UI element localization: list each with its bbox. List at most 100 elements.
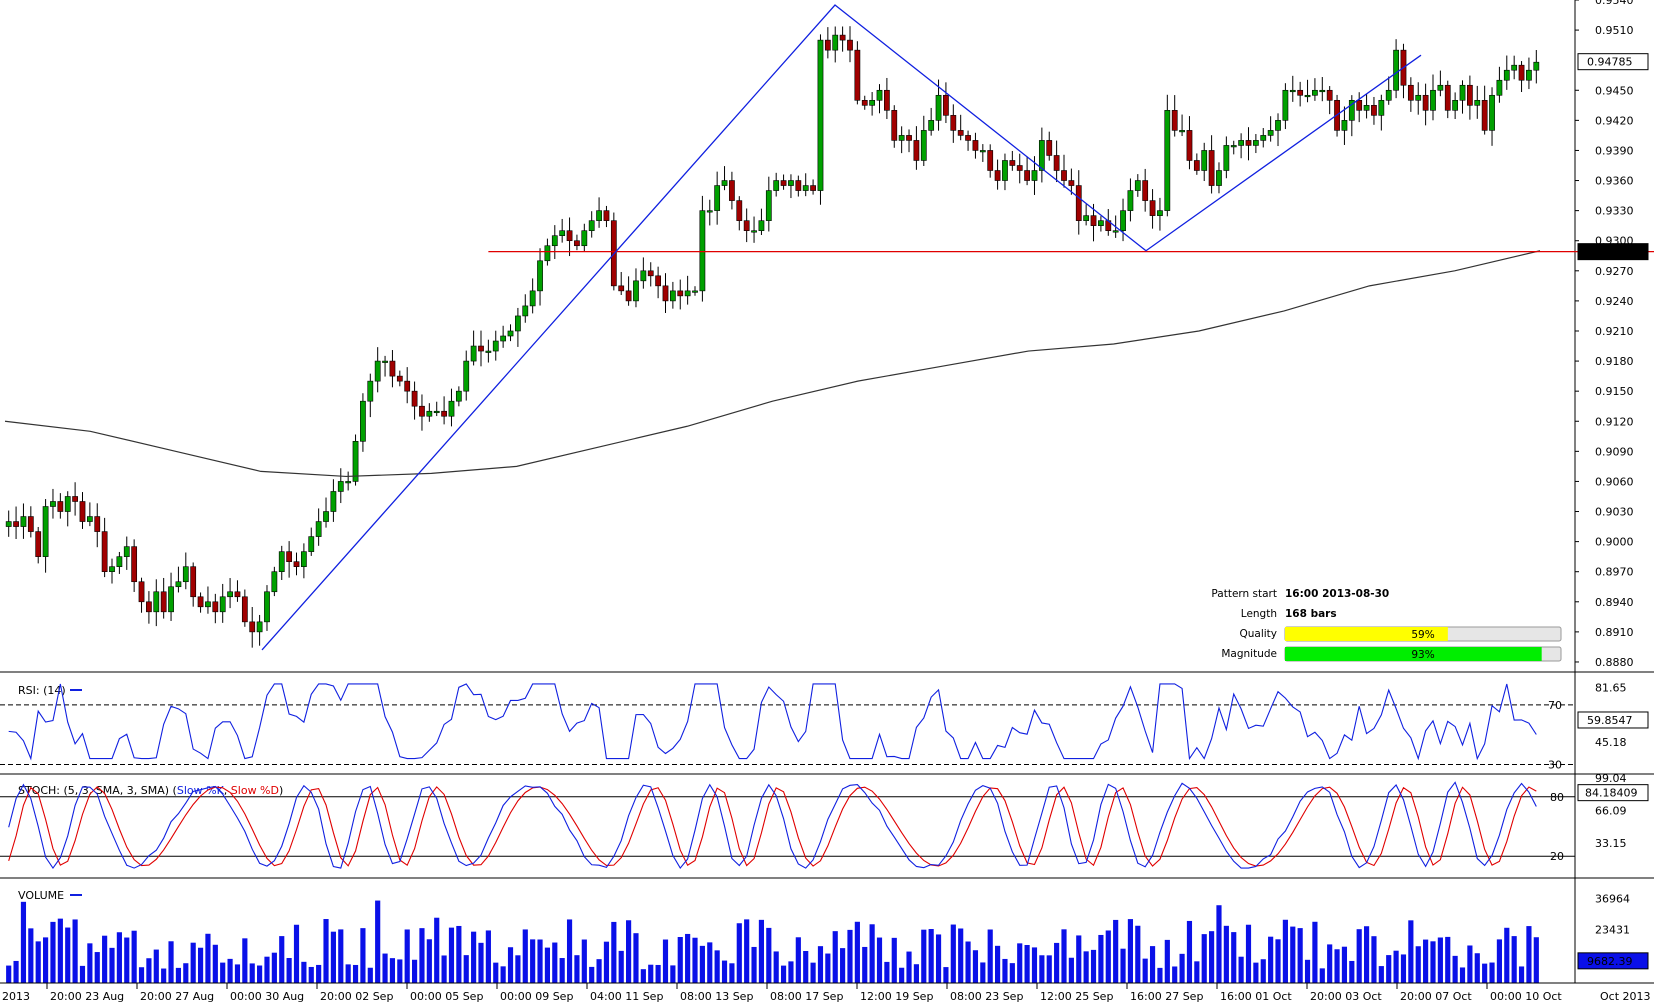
candle (1223, 136, 1230, 179)
volume-bar (1356, 929, 1362, 983)
volume-bar (1341, 946, 1348, 983)
volume-bar (257, 965, 263, 983)
candle (1518, 61, 1525, 93)
candle (854, 41, 861, 105)
candle (1157, 197, 1163, 231)
stoch-current-label: 84.18409 (1585, 787, 1638, 800)
pattern-polyline (261, 4, 1422, 651)
volume-bar (1179, 953, 1185, 983)
candle (330, 479, 337, 522)
volume-bar (958, 928, 964, 983)
info-label: Quality (1239, 628, 1277, 640)
stoch-tick-label: 66.09 (1595, 805, 1627, 818)
volume-bar (1445, 936, 1451, 983)
candle (972, 132, 979, 159)
volume-bar (360, 928, 366, 983)
volume-bar (1349, 960, 1355, 983)
volume-bar (1275, 939, 1281, 983)
candle (212, 593, 219, 624)
pattern-lines (261, 4, 1422, 651)
volume-bar (589, 966, 595, 983)
price-tick-label: 0.9240 (1595, 295, 1634, 308)
time-label: 08:00 23 Sep (950, 990, 1023, 1003)
volume-bar (773, 951, 779, 983)
candle-body (596, 210, 602, 221)
candle-body (27, 516, 34, 532)
candle (943, 82, 949, 124)
candle (227, 578, 233, 609)
candle (123, 536, 130, 570)
volume-bar (1474, 953, 1480, 983)
candle (1238, 133, 1245, 159)
candle (1407, 77, 1414, 112)
price-tick-label: 0.9540 (1595, 0, 1634, 7)
volume-bar (249, 963, 255, 983)
candle (1511, 55, 1518, 80)
candle-body (1312, 89, 1318, 96)
price-tick-label: 0.8910 (1595, 626, 1634, 639)
volume-label: VOLUME (18, 889, 64, 902)
candle (1363, 94, 1370, 119)
time-label: Oct 2013 (1600, 990, 1651, 1003)
candle-body (1046, 140, 1053, 156)
volume-bar (840, 948, 846, 983)
candle-body (839, 34, 846, 41)
volume-bar (1009, 963, 1015, 983)
candle-body (264, 591, 270, 623)
volume-bar (1437, 937, 1443, 983)
volume-bar (714, 950, 720, 983)
price-tick-label: 0.9150 (1595, 385, 1634, 398)
candle-body (404, 380, 411, 392)
quality-bar-fill (1285, 627, 1448, 641)
candle-body (20, 516, 27, 527)
candle (72, 482, 78, 516)
volume-bar (950, 924, 956, 983)
candle-body (920, 130, 927, 161)
candle-body (1061, 170, 1067, 181)
candle (1208, 135, 1215, 194)
volume-bar (788, 961, 794, 983)
volume-bar (847, 929, 853, 983)
volume-bar (109, 947, 115, 983)
stoch-label-k: Slow %K (177, 784, 225, 797)
candle-body (1193, 160, 1200, 171)
candle-body (1245, 140, 1252, 146)
volume-bar (367, 967, 373, 983)
stoch-label-d: Slow %D (231, 784, 279, 797)
volume-bar (995, 945, 1001, 983)
volume-bar (515, 955, 521, 983)
candle-body (640, 270, 647, 282)
rsi-tick-label: 45.18 (1595, 736, 1627, 749)
rsi-current-box (1577, 711, 1649, 729)
candle-body (500, 335, 507, 342)
candle-body (1437, 84, 1444, 91)
candle-body (1002, 160, 1008, 181)
candle-body (330, 491, 337, 512)
volume-bar (375, 900, 381, 983)
volume-bar (72, 919, 78, 983)
volume-bar (1068, 957, 1074, 983)
price-tick-label: 0.9360 (1595, 175, 1634, 188)
candle (574, 234, 580, 251)
candle (190, 562, 197, 607)
time-label: 20:00 27 Aug (140, 990, 214, 1003)
candle-body (1341, 120, 1348, 131)
candle-body (1238, 140, 1245, 146)
candle (116, 551, 123, 574)
volume-bar (94, 952, 100, 983)
candle (515, 307, 521, 347)
candle (1393, 39, 1399, 99)
volume-bar (566, 919, 573, 983)
candle (463, 350, 470, 401)
volume-bar (271, 952, 277, 983)
volume-bar (869, 924, 875, 983)
price-tick-label: 0.9210 (1595, 325, 1634, 338)
candle-body (1422, 94, 1429, 111)
volume-bar (633, 933, 639, 983)
volume-bar (65, 927, 71, 983)
candle (758, 208, 765, 235)
volume-bar (6, 965, 12, 983)
candle (256, 614, 263, 646)
candle-body (625, 290, 632, 302)
candle (1068, 168, 1075, 195)
